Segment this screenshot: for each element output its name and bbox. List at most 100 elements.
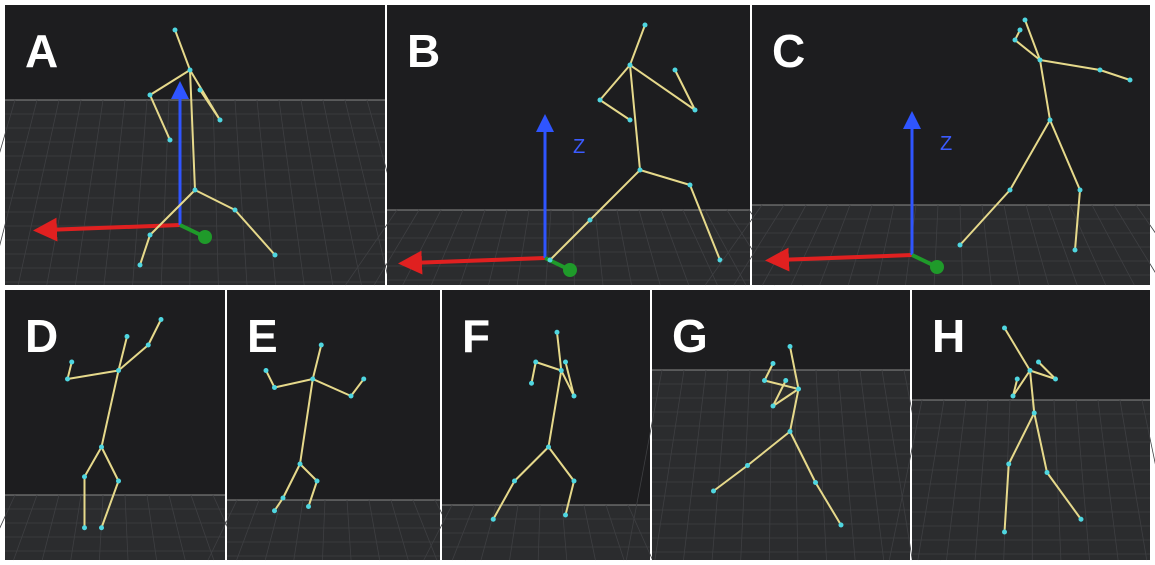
- floor-grid: [256, 99, 276, 286]
- floor-grid: [625, 369, 663, 561]
- bone: [599, 64, 631, 101]
- joint: [197, 87, 203, 93]
- floor-grid: [0, 99, 16, 153]
- bone: [139, 234, 151, 266]
- floor-grid: [488, 209, 508, 286]
- bone: [1003, 327, 1031, 372]
- floor-grid: [654, 369, 685, 561]
- bone: [117, 344, 149, 372]
- floor-grid: [1075, 399, 1090, 561]
- floor-grid: [190, 494, 215, 561]
- x-axis-arrow: [33, 217, 181, 242]
- floor-grid: [762, 204, 807, 286]
- floor-grid: [423, 504, 453, 561]
- joint: [82, 525, 87, 531]
- floor-grid: [616, 209, 632, 286]
- joint: [627, 117, 633, 123]
- joint: [813, 480, 818, 485]
- bone: [307, 480, 318, 507]
- floor-grid: [168, 494, 186, 561]
- floor-grid: [583, 504, 596, 561]
- floor-grid: [1141, 399, 1155, 465]
- bone: [194, 189, 236, 211]
- bone: [564, 480, 575, 516]
- joint: [1078, 516, 1084, 522]
- joint: [318, 342, 324, 348]
- floor-grid: [545, 209, 552, 286]
- joint: [232, 207, 238, 213]
- joint: [1027, 368, 1033, 373]
- joint: [187, 67, 193, 73]
- floor-grid: [837, 369, 856, 561]
- floor-grid: [815, 369, 827, 561]
- floor-grid: [704, 204, 763, 286]
- bone: [556, 332, 563, 371]
- bone: [265, 370, 276, 388]
- joint: [1002, 325, 1007, 331]
- joint: [1047, 117, 1053, 123]
- joint: [124, 334, 130, 339]
- bone: [350, 378, 365, 397]
- floor-grid: [1135, 204, 1155, 234]
- bone: [311, 344, 323, 380]
- bone: [100, 446, 120, 482]
- floor-grid: [70, 494, 82, 561]
- joint: [172, 27, 178, 33]
- floor-grid: [278, 99, 305, 286]
- joint: [692, 107, 698, 113]
- joint: [711, 488, 716, 494]
- joint: [717, 257, 723, 263]
- bone: [149, 189, 196, 236]
- bone: [1009, 119, 1051, 191]
- floor-grid: [368, 499, 381, 561]
- bone: [282, 463, 301, 499]
- joint: [642, 22, 648, 28]
- bone: [199, 89, 221, 121]
- panel: G: [625, 290, 942, 561]
- joint: [1044, 470, 1050, 475]
- x-axis-arrow: [765, 247, 913, 272]
- joint: [1097, 67, 1103, 73]
- floor-grid: [638, 209, 661, 286]
- panel: E: [207, 290, 466, 561]
- panel: CZ: [704, 5, 1155, 286]
- joint: [745, 463, 750, 468]
- joint: [272, 508, 277, 514]
- bone: [772, 380, 787, 407]
- bone: [589, 169, 641, 221]
- origin-marker: [198, 230, 212, 244]
- floor-grid: [452, 504, 475, 561]
- floor-grid: [160, 99, 170, 286]
- joint: [137, 262, 143, 268]
- bone: [789, 431, 817, 483]
- bone: [67, 369, 119, 380]
- bone: [763, 363, 774, 381]
- floor-grid: [75, 99, 104, 286]
- bone: [1039, 59, 1051, 121]
- joint: [672, 67, 678, 73]
- floor-grid: [264, 499, 282, 561]
- bone: [789, 388, 800, 432]
- joint: [167, 137, 173, 143]
- joint: [558, 368, 564, 373]
- joint: [116, 368, 121, 373]
- floor-grid: [124, 494, 129, 561]
- bone: [299, 463, 318, 482]
- joint: [1053, 376, 1058, 382]
- joint: [787, 429, 793, 434]
- bone: [1039, 59, 1101, 71]
- panel: D: [0, 290, 243, 561]
- bone: [147, 319, 162, 346]
- bone: [83, 446, 103, 478]
- floor-grid: [344, 99, 391, 286]
- floor-grid: [1091, 204, 1135, 286]
- joint: [306, 504, 311, 509]
- floor-grid: [768, 369, 773, 561]
- bone: [1012, 378, 1019, 397]
- floor-grid: [146, 494, 157, 561]
- bone: [547, 446, 575, 482]
- panel: A: [0, 5, 419, 286]
- floor-grid: [17, 99, 60, 286]
- joint: [957, 242, 963, 248]
